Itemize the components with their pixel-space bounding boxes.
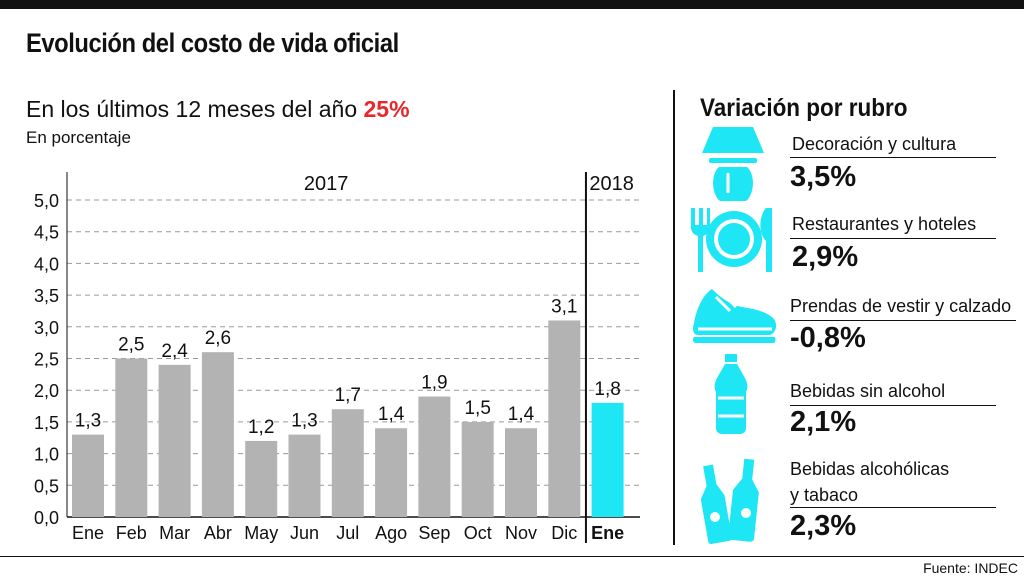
data-label: 3,1 bbox=[551, 296, 577, 317]
x-tick-label: Dic bbox=[551, 523, 577, 543]
x-tick-label: Oct bbox=[464, 523, 492, 543]
bar-chart: 0,0 0,5 1,0 1,5 2,0 2,5 3,0 3,5 4,0 4,5 5,0 1,3 Ene 2… bbox=[34, 172, 640, 543]
x-tick-label: Jun bbox=[290, 523, 319, 543]
bar bbox=[245, 440, 278, 517]
plate-cutlery-icon bbox=[691, 208, 772, 272]
y-tick-label: 3,0 bbox=[34, 318, 59, 338]
x-tick-label: Feb bbox=[116, 523, 147, 543]
y-tick-label: 1,0 bbox=[34, 445, 59, 465]
y-tick-label: 0,0 bbox=[34, 508, 59, 528]
subtitle-text: En los últimos 12 meses del año bbox=[26, 96, 358, 122]
x-tick-label: May bbox=[244, 523, 278, 543]
x-tick-label: Mar bbox=[159, 523, 190, 543]
data-label: 2,5 bbox=[118, 335, 144, 356]
bar bbox=[288, 434, 321, 517]
y-tick-label: 2,0 bbox=[34, 381, 59, 401]
category-rule bbox=[790, 507, 996, 508]
bar bbox=[548, 320, 581, 517]
category-value: 2,3% bbox=[790, 510, 857, 542]
data-label: 1,9 bbox=[421, 373, 447, 394]
lamp-icon bbox=[702, 127, 764, 201]
category-name: Bebidas alcohólicas bbox=[790, 459, 950, 479]
x-tick-label: Sep bbox=[418, 523, 450, 543]
x-tick-label: Ago bbox=[375, 523, 407, 543]
category-value: 2,1% bbox=[790, 406, 857, 438]
sidebar-title: Variación por rubro bbox=[700, 94, 908, 122]
data-label: 1,7 bbox=[335, 385, 361, 406]
bar bbox=[375, 428, 408, 517]
data-label: 1,4 bbox=[378, 404, 405, 425]
y-tick-label: 0,5 bbox=[34, 476, 59, 496]
y-tick-label: 4,5 bbox=[34, 223, 59, 243]
subtitle-highlight: 25% bbox=[363, 96, 410, 122]
data-label: 1,2 bbox=[248, 417, 274, 438]
data-label: 1,3 bbox=[291, 411, 317, 432]
data-label: 2,6 bbox=[205, 328, 231, 349]
category-rule bbox=[790, 320, 1016, 321]
top-bar bbox=[0, 0, 1024, 9]
category-name: Bebidas sin alcohol bbox=[790, 381, 946, 401]
sneaker-icon bbox=[692, 289, 777, 343]
data-label: 1,3 bbox=[75, 411, 101, 432]
category-name: Restaurantes y hoteles bbox=[792, 214, 977, 234]
data-label: 2,4 bbox=[161, 341, 188, 362]
year-label: 2018 bbox=[589, 173, 634, 195]
x-tick-label: Ene bbox=[591, 523, 624, 543]
category-name: Decoración y cultura bbox=[792, 134, 957, 154]
x-tick-label: Abr bbox=[204, 523, 232, 543]
category-name: Prendas de vestir y calzado bbox=[790, 296, 1012, 316]
x-tick-label: Nov bbox=[505, 523, 537, 543]
data-label: 1,5 bbox=[464, 398, 490, 419]
category-rule bbox=[790, 238, 996, 239]
bar bbox=[591, 402, 624, 517]
category-name-line2: y tabaco bbox=[790, 485, 859, 505]
footer-rule bbox=[0, 556, 1024, 557]
x-tick-label: Ene bbox=[72, 523, 104, 543]
category-value: 2,9% bbox=[792, 241, 859, 273]
bar bbox=[461, 421, 494, 517]
y-tick-label: 5,0 bbox=[34, 191, 59, 211]
bottle-icon bbox=[714, 354, 748, 434]
subtitle: En los últimos 12 meses del año 25% bbox=[26, 96, 410, 123]
x-tick-label: Jul bbox=[336, 523, 359, 543]
beer-bottles-icon bbox=[700, 458, 759, 544]
bar bbox=[418, 396, 451, 517]
bar bbox=[201, 352, 234, 517]
y-tick-label: 2,5 bbox=[34, 350, 59, 370]
y-tick-label: 4,0 bbox=[34, 254, 59, 274]
year-label: 2017 bbox=[304, 173, 349, 195]
category-rule bbox=[790, 405, 996, 406]
bar bbox=[158, 364, 191, 517]
data-label: 1,4 bbox=[508, 404, 535, 425]
bar bbox=[115, 358, 148, 517]
source-label: Fuente: INDEC bbox=[923, 560, 1018, 576]
data-label: 1,8 bbox=[594, 379, 620, 400]
category-rule bbox=[790, 157, 996, 158]
bar bbox=[331, 409, 364, 517]
y-tick-label: 3,5 bbox=[34, 286, 59, 306]
unit-label: En porcentaje bbox=[26, 128, 131, 147]
category-value: 3,5% bbox=[790, 161, 857, 193]
category-value: -0,8% bbox=[790, 322, 866, 354]
bar bbox=[72, 434, 104, 517]
bar bbox=[505, 428, 537, 517]
section-divider bbox=[673, 90, 675, 545]
page-title: Evolución del costo de vida oficial bbox=[26, 28, 399, 58]
y-tick-label: 1,5 bbox=[34, 413, 59, 433]
